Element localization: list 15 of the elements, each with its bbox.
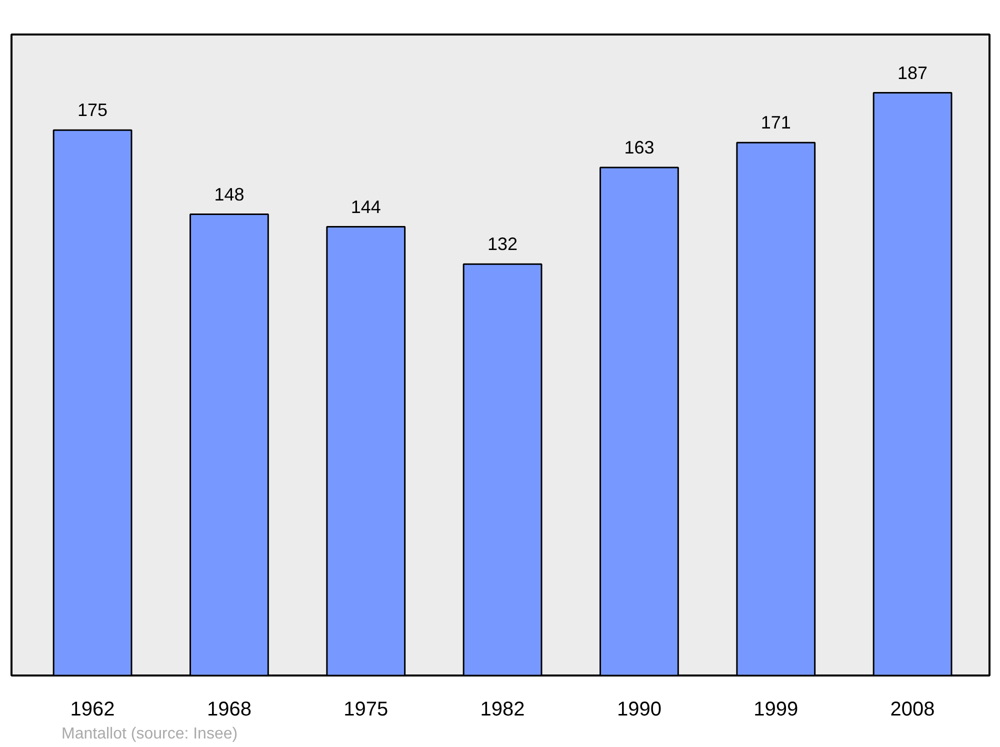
data-label: 163	[624, 138, 654, 158]
x-tick-label: 2008	[890, 698, 935, 720]
data-label: 175	[78, 100, 108, 120]
data-label: 132	[488, 234, 518, 254]
x-tick-label: 1999	[754, 698, 798, 720]
x-tick-label: 1975	[344, 698, 388, 720]
data-label: 187	[898, 62, 928, 83]
text: Mantallot (source: Insee)	[62, 726, 238, 742]
data-label: 148	[214, 184, 244, 204]
x-tick-label: 1962	[70, 698, 115, 720]
x-tick-label: 1968	[206, 698, 252, 720]
x-tick-label: 1982	[480, 698, 525, 720]
x-tick-label: 1990	[616, 698, 662, 720]
data-label: 171	[760, 112, 791, 133]
data-label: 144	[350, 196, 381, 217]
